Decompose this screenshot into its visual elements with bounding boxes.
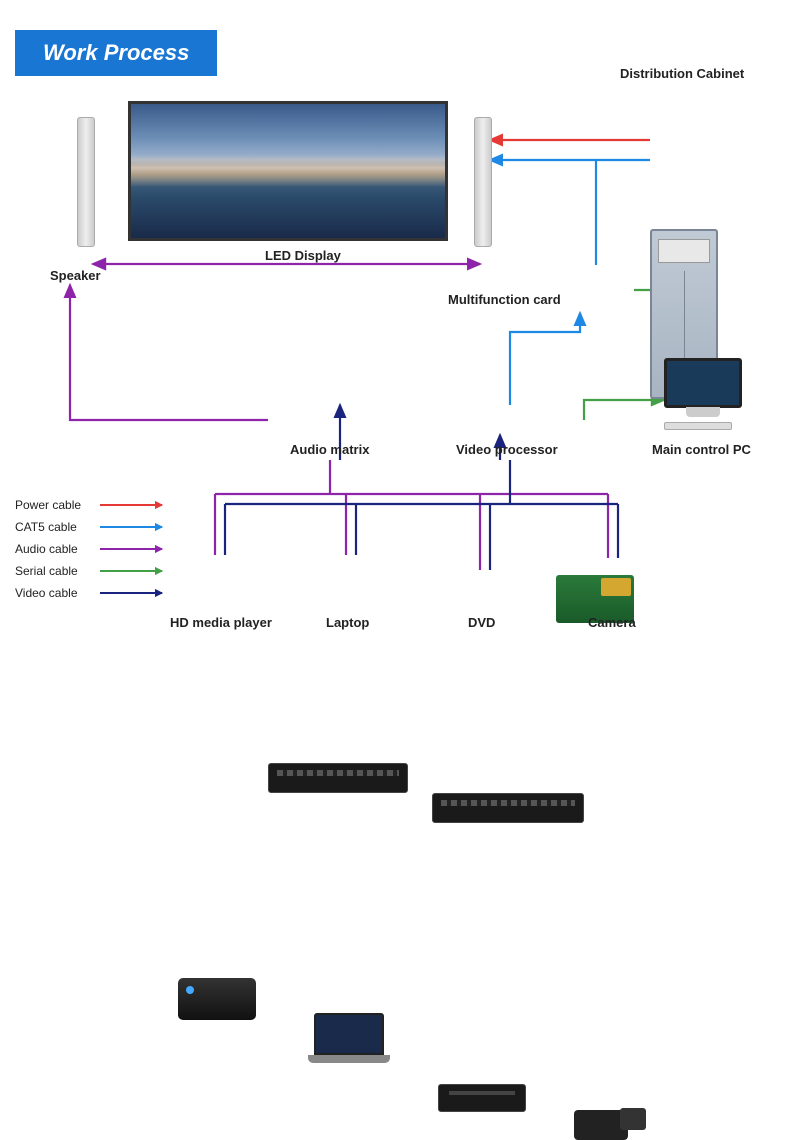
legend-line — [100, 570, 162, 572]
legend-row: Power cable — [15, 498, 162, 512]
title-banner: Work Process — [15, 30, 217, 76]
legend-row: Serial cable — [15, 564, 162, 578]
main-control-pc — [664, 358, 742, 430]
label-cabinet: Distribution Cabinet — [620, 66, 744, 81]
legend-line — [100, 592, 162, 594]
title-text: Work Process — [43, 40, 189, 65]
laptop-screen-icon — [314, 1013, 384, 1055]
label-speaker: Speaker — [50, 268, 101, 283]
camera — [574, 1098, 646, 1140]
camera-lens-icon — [620, 1108, 646, 1130]
label-video-proc: Video processor — [456, 442, 558, 457]
cable-legend: Power cable CAT5 cable Audio cable Serial c… — [15, 498, 162, 608]
label-main-pc: Main control PC — [652, 442, 751, 457]
legend-row: CAT5 cable — [15, 520, 162, 534]
label-led: LED Display — [265, 248, 341, 263]
label-dvd: DVD — [468, 615, 495, 630]
legend-line — [100, 526, 162, 528]
speaker-right — [474, 117, 492, 247]
led-display — [128, 101, 448, 241]
dvd-player — [438, 1084, 526, 1112]
video-processor — [432, 793, 584, 823]
hd-media-player — [178, 978, 256, 1020]
speaker-left — [77, 117, 95, 247]
legend-label: Serial cable — [15, 564, 100, 578]
legend-line — [100, 504, 162, 506]
label-laptop: Laptop — [326, 615, 369, 630]
label-camera: Camera — [588, 615, 636, 630]
legend-row: Audio cable — [15, 542, 162, 556]
label-hd-media: HD media player — [170, 615, 272, 630]
keyboard-icon — [664, 422, 732, 430]
laptop-base-icon — [308, 1055, 390, 1063]
legend-label: Power cable — [15, 498, 100, 512]
audio-matrix — [268, 763, 408, 793]
label-audio-matrix: Audio matrix — [290, 442, 369, 457]
monitor-icon — [664, 358, 742, 408]
laptop — [308, 1013, 390, 1065]
legend-line — [100, 548, 162, 550]
legend-label: Audio cable — [15, 542, 100, 556]
legend-label: CAT5 cable — [15, 520, 100, 534]
work-process-diagram: Work Process LED Display Speaker Distrib… — [0, 0, 800, 694]
legend-label: Video cable — [15, 586, 100, 600]
legend-row: Video cable — [15, 586, 162, 600]
label-card: Multifunction card — [448, 292, 561, 307]
